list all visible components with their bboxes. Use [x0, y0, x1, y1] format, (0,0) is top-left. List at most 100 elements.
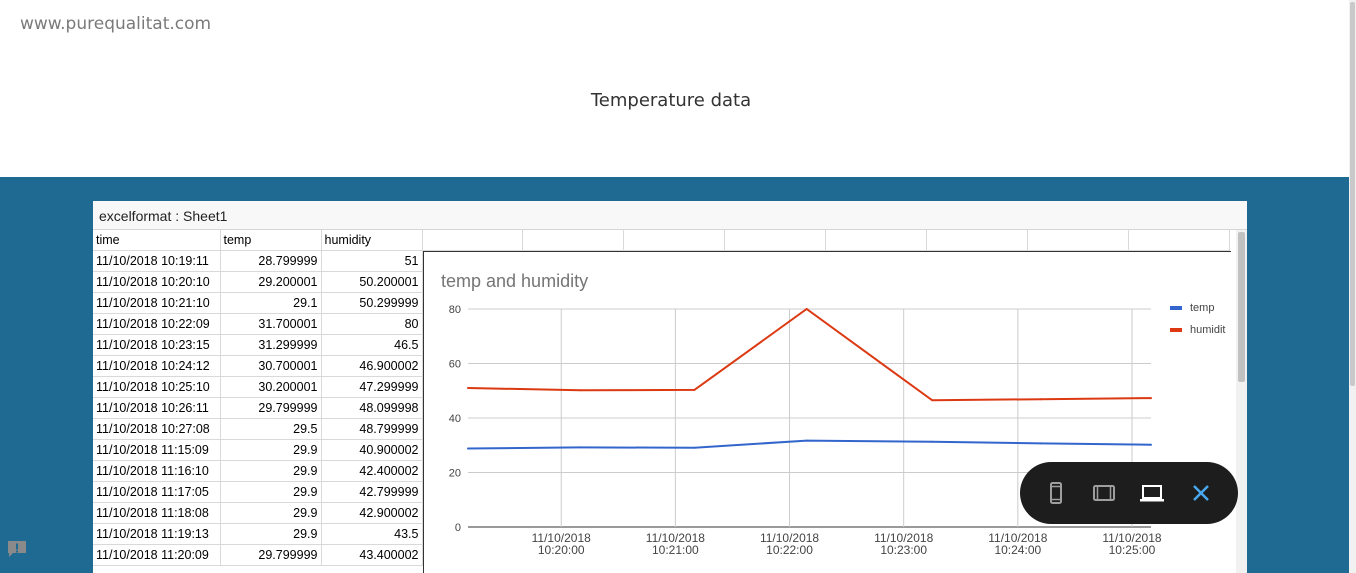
table-cell[interactable]: 50.299999	[321, 292, 423, 314]
x-tick-label-date: 11/10/2018	[760, 531, 819, 545]
data-point-temp	[693, 446, 696, 449]
table-cell[interactable]: 30.200001	[220, 376, 322, 398]
table-row: 11/10/2018 10:21:10 29.1 50.299999	[93, 292, 423, 314]
table-row: 11/10/2018 11:15:09 29.9 40.900002	[93, 439, 423, 461]
header-row-extension	[422, 230, 1230, 251]
table-cell[interactable]: 43.400002	[321, 544, 423, 566]
header-divider	[1229, 230, 1230, 251]
page-scrollbar[interactable]	[1349, 0, 1356, 573]
table-cell[interactable]: 46.5	[321, 334, 423, 356]
sheet-scrollbar[interactable]	[1236, 230, 1247, 573]
x-tick-label-time: 10:22:00	[766, 543, 813, 557]
table-cell[interactable]: 80	[321, 313, 423, 335]
table-cell[interactable]: 29.200001	[220, 271, 322, 293]
table-cell[interactable]: 29.9	[220, 481, 322, 503]
table-cell[interactable]: 51	[321, 250, 423, 272]
table-row: 11/10/2018 10:22:09 31.700001 80	[93, 313, 423, 335]
y-tick-label: 40	[449, 413, 461, 425]
table-cell[interactable]: 11/10/2018 11:17:05	[93, 481, 221, 503]
x-tick-label-time: 10:21:00	[652, 543, 699, 557]
table-cell[interactable]: 11/10/2018 11:20:09	[93, 544, 221, 566]
close-button[interactable]	[1189, 481, 1213, 505]
column-header-temp[interactable]: temp	[220, 230, 322, 251]
header-divider	[926, 230, 927, 251]
table-cell[interactable]: 11/10/2018 10:23:15	[93, 334, 221, 356]
table-row: 11/10/2018 11:20:09 29.799999 43.400002	[93, 544, 423, 566]
table-cell[interactable]: 29.9	[220, 523, 322, 545]
y-tick-label: 60	[449, 359, 461, 371]
tablet-icon	[1093, 485, 1115, 501]
spreadsheet-embed: excelformat : Sheet1 time temp humidity …	[93, 201, 1247, 573]
table-cell[interactable]: 43.5	[321, 523, 423, 545]
chart-title: temp and humidity	[441, 271, 588, 291]
table-cell[interactable]: 29.9	[220, 439, 322, 461]
table-cell[interactable]: 11/10/2018 11:18:08	[93, 502, 221, 524]
table-cell[interactable]: 11/10/2018 11:16:10	[93, 460, 221, 482]
table-cell[interactable]: 11/10/2018 10:24:12	[93, 355, 221, 377]
data-point-humidit	[931, 399, 934, 402]
header-divider	[825, 230, 826, 251]
table-row: 11/10/2018 11:17:05 29.9 42.799999	[93, 481, 423, 503]
table-row: 11/10/2018 10:20:10 29.200001 50.200001	[93, 271, 423, 293]
table-cell[interactable]: 30.700001	[220, 355, 322, 377]
table-row: 11/10/2018 10:19:11 28.799999 51	[93, 250, 423, 272]
column-header-humidity[interactable]: humidity	[321, 230, 423, 251]
legend-label-humidit: humidit	[1190, 324, 1225, 336]
page-scrollbar-thumb[interactable]	[1350, 2, 1355, 386]
table-cell[interactable]: 48.099998	[321, 397, 423, 419]
table-cell[interactable]: 11/10/2018 11:19:13	[93, 523, 221, 545]
x-tick-label-date: 11/10/2018	[532, 531, 591, 545]
table-cell[interactable]: 47.299999	[321, 376, 423, 398]
sheet-scrollbar-thumb[interactable]	[1238, 232, 1245, 382]
table-cell[interactable]: 11/10/2018 10:21:10	[93, 292, 221, 314]
tablet-view-button[interactable]	[1092, 481, 1116, 505]
table-cell[interactable]: 29.799999	[220, 397, 322, 419]
table-cell[interactable]: 11/10/2018 10:19:11	[93, 250, 221, 272]
legend-swatch-temp	[1170, 306, 1182, 310]
table-cell[interactable]: 40.900002	[321, 439, 423, 461]
header-divider	[623, 230, 624, 251]
table-row: 11/10/2018 11:16:10 29.9 42.400002	[93, 460, 423, 482]
table-cell[interactable]: 11/10/2018 10:27:08	[93, 418, 221, 440]
feedback-icon	[8, 541, 26, 557]
table-row: 11/10/2018 10:27:08 29.5 48.799999	[93, 418, 423, 440]
table-cell[interactable]: 11/10/2018 10:22:09	[93, 313, 221, 335]
table-cell[interactable]: 11/10/2018 11:15:09	[93, 439, 221, 461]
table-row: 11/10/2018 10:24:12 30.700001 46.900002	[93, 355, 423, 377]
table-cell[interactable]: 31.700001	[220, 313, 322, 335]
table-cell[interactable]: 11/10/2018 10:20:10	[93, 271, 221, 293]
data-point-temp	[1039, 442, 1042, 445]
table-cell[interactable]: 42.400002	[321, 460, 423, 482]
feedback-button[interactable]	[6, 539, 28, 559]
y-tick-label: 0	[455, 522, 461, 534]
table-cell[interactable]: 42.799999	[321, 481, 423, 503]
phone-icon	[1050, 482, 1062, 504]
header-row: time temp humidity	[93, 230, 423, 251]
table-cell[interactable]: 48.799999	[321, 418, 423, 440]
table-cell[interactable]: 11/10/2018 10:26:11	[93, 397, 221, 419]
data-point-humidit	[579, 389, 582, 392]
data-point-temp	[1150, 443, 1152, 446]
table-row: 11/10/2018 10:25:10 30.200001 47.299999	[93, 376, 423, 398]
table-cell[interactable]: 29.9	[220, 460, 322, 482]
table-cell[interactable]: 42.900002	[321, 502, 423, 524]
phone-view-button[interactable]	[1044, 481, 1068, 505]
sheet-title: excelformat : Sheet1	[93, 201, 1247, 230]
table-cell[interactable]: 29.1	[220, 292, 322, 314]
chart[interactable]: temp and humidity 0 20 40 60 80 11/10/2018 10:2…	[423, 251, 1231, 573]
table-cell[interactable]: 28.799999	[220, 250, 322, 272]
column-header-time[interactable]: time	[93, 230, 221, 251]
table-cell[interactable]: 31.299999	[220, 334, 322, 356]
table-cell[interactable]: 29.799999	[220, 544, 322, 566]
table-cell[interactable]: 11/10/2018 10:25:10	[93, 376, 221, 398]
y-tick-label: 20	[449, 468, 461, 480]
data-point-humidit	[805, 308, 808, 310]
y-tick-label: 80	[449, 304, 461, 316]
table-cell[interactable]: 29.9	[220, 502, 322, 524]
laptop-view-button[interactable]	[1140, 481, 1164, 505]
table-cell[interactable]: 50.200001	[321, 271, 423, 293]
header-divider	[724, 230, 725, 251]
table-cell[interactable]: 29.5	[220, 418, 322, 440]
site-url[interactable]: www.purequalitat.com	[20, 14, 212, 34]
table-cell[interactable]: 46.900002	[321, 355, 423, 377]
